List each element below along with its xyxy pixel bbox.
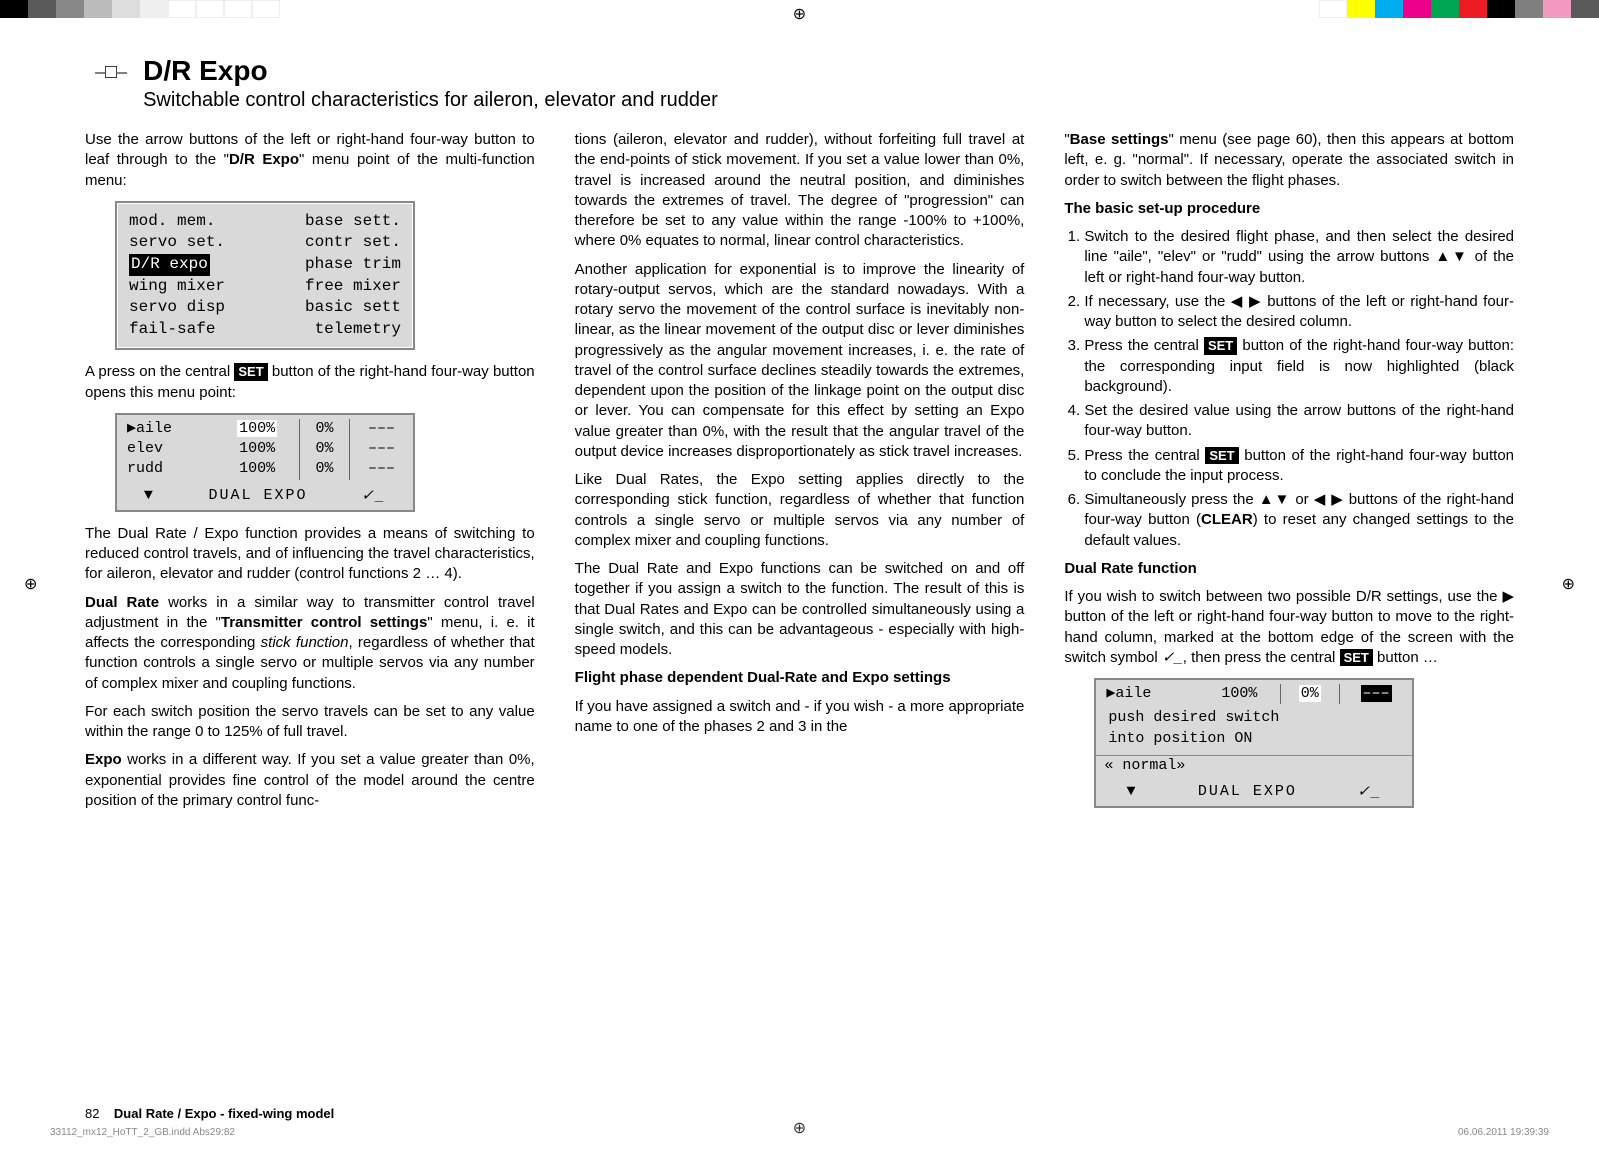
c1-p6: Expo works in a different way. If you se…	[85, 750, 535, 811]
c3-p2: If you wish to switch between two possib…	[1064, 587, 1514, 668]
header-icon: ⎯□⎯	[95, 61, 127, 84]
color-bars-right	[1319, 0, 1599, 18]
c3-h1: The basic set-up procedure	[1064, 199, 1514, 219]
c1-p3: The Dual Rate / Expo function provides a…	[85, 524, 535, 585]
c3-p1: "Base settings" menu (see page 60), then…	[1064, 130, 1514, 191]
column-1: Use the arrow buttons of the left or rig…	[85, 130, 535, 819]
column-2: tions (aileron, elevator and rudder), wi…	[575, 130, 1025, 819]
procedure-step: Press the central SET button of the righ…	[1084, 336, 1514, 397]
page-subtitle: Switchable control characteristics for a…	[143, 89, 718, 112]
lcd-menu-list: mod. mem.base sett.servo set.contr set.D…	[115, 201, 415, 351]
registration-target-right: ⊕	[1562, 574, 1575, 594]
setup-procedure-list: Switch to the desired flight phase, and …	[1064, 227, 1514, 551]
footer-date: 06.06.2011 19:39:39	[1458, 1127, 1549, 1138]
c3-h2: Dual Rate function	[1064, 559, 1514, 579]
page-number-footer: 82 Dual Rate / Expo - fixed-wing model	[85, 1106, 334, 1121]
column-3: "Base settings" menu (see page 60), then…	[1064, 130, 1514, 819]
set-badge: SET	[1340, 649, 1373, 667]
lcd-switch-prompt: ▶aile100%0%–––push desired switchinto po…	[1094, 678, 1414, 808]
color-bars-left	[0, 0, 280, 18]
footer-file: 33112_mx12_HoTT_2_GB.indd Abs29:82	[50, 1127, 235, 1138]
registration-target-top: ⊕	[793, 4, 806, 24]
c1-p1: Use the arrow buttons of the left or rig…	[85, 130, 535, 191]
c1-p2: A press on the central SET button of the…	[85, 362, 535, 403]
lcd-dr-expo-table: ▶aile100%0%––– elev100%0%––– rudd100%0%–…	[115, 413, 415, 512]
c2-p3: Like Dual Rates, the Expo setting applie…	[575, 470, 1025, 551]
c2-p2: Another application for exponential is t…	[575, 260, 1025, 463]
procedure-step: Switch to the desired flight phase, and …	[1084, 227, 1514, 288]
c2-p1: tions (aileron, elevator and rudder), wi…	[575, 130, 1025, 252]
c1-p5: For each switch position the servo trave…	[85, 702, 535, 743]
procedure-step: If necessary, use the ◀ ▶ buttons of the…	[1084, 292, 1514, 333]
page-content: ⎯□⎯ D/R Expo Switchable control characte…	[85, 55, 1514, 1113]
registration-target-bottom: ⊕	[793, 1118, 806, 1138]
procedure-step: Set the desired value using the arrow bu…	[1084, 401, 1514, 442]
c2-p5: If you have assigned a switch and - if y…	[575, 697, 1025, 738]
c2-p4: The Dual Rate and Expo functions can be …	[575, 559, 1025, 660]
c2-h1: Flight phase dependent Dual-Rate and Exp…	[575, 668, 1025, 688]
registration-target-left: ⊕	[24, 574, 37, 594]
content-columns: Use the arrow buttons of the left or rig…	[85, 130, 1514, 819]
page-header: ⎯□⎯ D/R Expo Switchable control characte…	[85, 55, 1514, 112]
procedure-step: Simultaneously press the ▲▼ or ◀ ▶ butto…	[1084, 490, 1514, 551]
procedure-step: Press the central SET button of the righ…	[1084, 446, 1514, 487]
c1-p4: Dual Rate works in a similar way to tran…	[85, 593, 535, 694]
set-badge: SET	[234, 363, 267, 381]
page-title: D/R Expo	[143, 55, 718, 87]
